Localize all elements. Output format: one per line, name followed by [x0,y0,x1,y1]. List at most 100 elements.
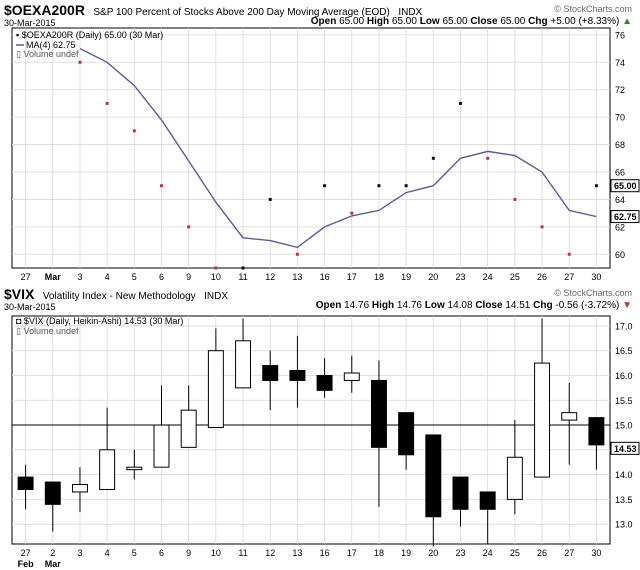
candle-body [370,379,387,448]
bottom-date: 30-Mar-2015 [4,302,56,312]
data-point [404,184,408,188]
bottom-chg-label: Chg [533,300,553,311]
bottom-x-tick-label: 3 [77,548,82,558]
candle-body [479,491,496,510]
candle [343,355,360,393]
data-point [513,197,517,201]
top-x-tick-label: 18 [374,272,384,282]
top-date: 30-Mar-2015 [4,18,56,28]
top-chart-header: $OEXA200R S&P 100 Percent of Stocks Abov… [4,2,422,20]
data-point [377,184,381,188]
candle-body [506,456,523,500]
bottom-legend-volume: ▯ Volume undef [16,326,79,336]
data-point [350,211,354,215]
candle-body [343,372,360,381]
vix-last-price-tag-box [610,441,640,455]
top-x-tick-label: 19 [401,272,411,282]
bottom-chg-value: -0.56 (-3.72%) [555,300,620,311]
bottom-x-tick-label: 10 [211,548,221,558]
data-point [268,197,272,201]
bottom-x-tick-label: 16 [320,548,330,558]
candle [71,467,88,512]
bottom-chart-panel: 13.013.514.014.515.015.516.016.517.02723… [11,315,640,569]
up-arrow-icon: ▲ [622,16,632,27]
bottom-x-tick-label: 18 [374,548,384,558]
data-point [187,225,191,229]
bottom-x-tick-label: 9 [186,548,191,558]
candle [126,449,143,480]
top-x-tick-label: 12 [265,272,275,282]
data-point [295,252,299,256]
top-x-tick-label: 17 [347,272,357,282]
top-x-tick-label: 23 [455,272,465,282]
bottom-x-tick-label: 26 [537,548,547,558]
bottom-close-value: 14.51 [505,300,531,311]
top-y-tick-label: 72 [615,85,625,95]
top-x-tick-label: 11 [238,272,247,282]
data-point [431,156,435,160]
month-labels: Feb Mar [18,559,62,569]
data-point [78,60,82,64]
bottom-close-label: Close [475,300,503,311]
top-x-tick-label: 20 [428,272,438,282]
month-label: Feb [18,559,35,569]
bottom-x-tick-label: 27 [21,548,31,558]
down-arrow-icon: ▼ [622,300,632,311]
top-high-label: High [366,16,390,27]
top-high-value: 65.00 [391,16,417,27]
bottom-x-tick-label: 12 [265,548,275,558]
bottom-chart-header: $VIX Volatility Index - New Methodology … [4,286,228,304]
top-x-tick-label: 30 [591,272,601,282]
candle-body [262,365,279,381]
top-exchange: INDX [398,7,423,18]
candle-body [588,417,605,446]
top-chg-value: +5.00 (+8.33%) [550,16,620,27]
bottom-y-tick-label: 16.0 [615,371,633,381]
data-point [594,184,598,188]
candle [370,360,387,507]
top-title: S&P 100 Percent of Stocks Above 200 Day … [93,7,390,18]
bottom-plot-frame [11,315,611,545]
last-price-tag: 65.00 [614,181,637,191]
bottom-x-tick-label: 17 [347,548,357,558]
bottom-high-label: High [371,300,395,311]
candle-body [235,340,252,389]
top-watermark: © StockCharts.com [554,4,632,14]
candle-body [180,409,197,448]
bottom-x-tick-label: 6 [159,548,164,558]
candle-body [44,481,61,505]
candle [479,491,496,544]
bottom-y-tick-label: 17.0 [615,321,633,331]
candle-body [17,476,34,490]
top-legend-ma: MA(4) 62.75 [26,40,76,50]
candle [153,385,170,468]
top-x-tick-label: 6 [159,272,164,282]
bottom-x-tick-label: 5 [132,548,137,558]
bottom-y-tick-label: 14.0 [615,470,633,480]
top-y-tick-label: 60 [615,250,625,260]
bottom-x-tick-label: 25 [510,548,520,558]
data-point [540,225,544,229]
bottom-x-tick-label: 30 [591,548,601,558]
top-y-tick-label: 76 [615,30,625,40]
top-open-value: 65.00 [339,16,365,27]
top-x-tick-label: 9 [186,272,191,282]
top-legend: ▪ $OEXA200R (Daily) 65.00 (30 Mar)MA(4) … [16,30,163,59]
top-x-tick-label: 26 [537,272,547,282]
candle-body [71,484,88,493]
candle [452,476,469,527]
last-price-tag-box [610,179,640,193]
data-point [323,184,327,188]
data-point [132,129,136,133]
bottom-low-label: Low [424,300,445,311]
bottom-y-tick-label: 15.0 [615,421,633,431]
candle-body [99,449,116,490]
candle-body [425,434,442,518]
bottom-x-tick-label: 23 [455,548,465,558]
top-close-value: 65.00 [500,16,526,27]
candle [534,318,551,478]
top-legend-volume: ▯ Volume undef [16,49,79,59]
bottom-open-value: 14.76 [344,300,370,311]
bottom-exchange: INDX [204,291,229,302]
